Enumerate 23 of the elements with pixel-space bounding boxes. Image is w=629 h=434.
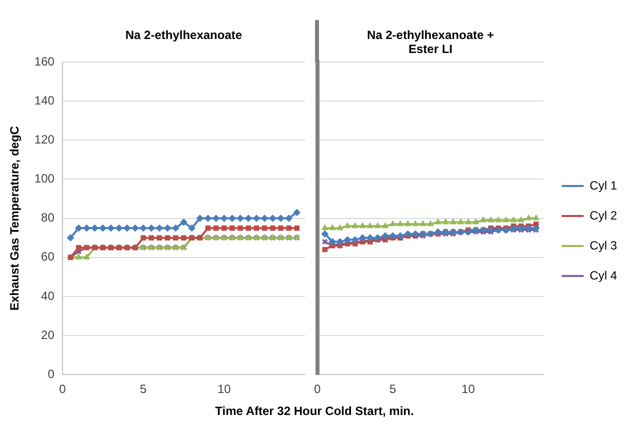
x-tick-label: 0	[59, 382, 66, 396]
x-axis-title: Time After 32 Hour Cold Start, min.	[214, 404, 415, 418]
y-tick-label: 40	[41, 288, 55, 303]
y-tick-label: 80	[41, 210, 55, 225]
legend-label: Cyl 2	[590, 208, 618, 222]
y-tick-label: 160	[34, 54, 55, 68]
x-tick-label: 0	[314, 382, 321, 396]
y-axis-title: Exhaust Gas Temperature, degC	[8, 126, 22, 311]
y-tick-label: 20	[41, 328, 55, 342]
x-tick-label: 5	[389, 382, 396, 396]
x-tick-label: 5	[140, 382, 147, 396]
legend-label: Cyl 4	[590, 268, 618, 282]
y-tick-label: 0	[48, 366, 55, 381]
y-tick-label: 140	[34, 93, 55, 108]
x-tick-label: 10	[462, 382, 476, 396]
text: Na 2-ethylhexanoate	[124, 28, 244, 42]
x-tick-label: 10	[217, 382, 232, 396]
text: Na 2-ethylhexanoate + Ester LI	[366, 28, 496, 56]
y-tick-label: 120	[34, 132, 55, 146]
legend-label: Cyl 1	[590, 178, 618, 192]
y-tick-label: 100	[34, 172, 55, 186]
legend-label: Cyl 3	[590, 238, 618, 252]
y-tick-label: 60	[41, 250, 55, 264]
